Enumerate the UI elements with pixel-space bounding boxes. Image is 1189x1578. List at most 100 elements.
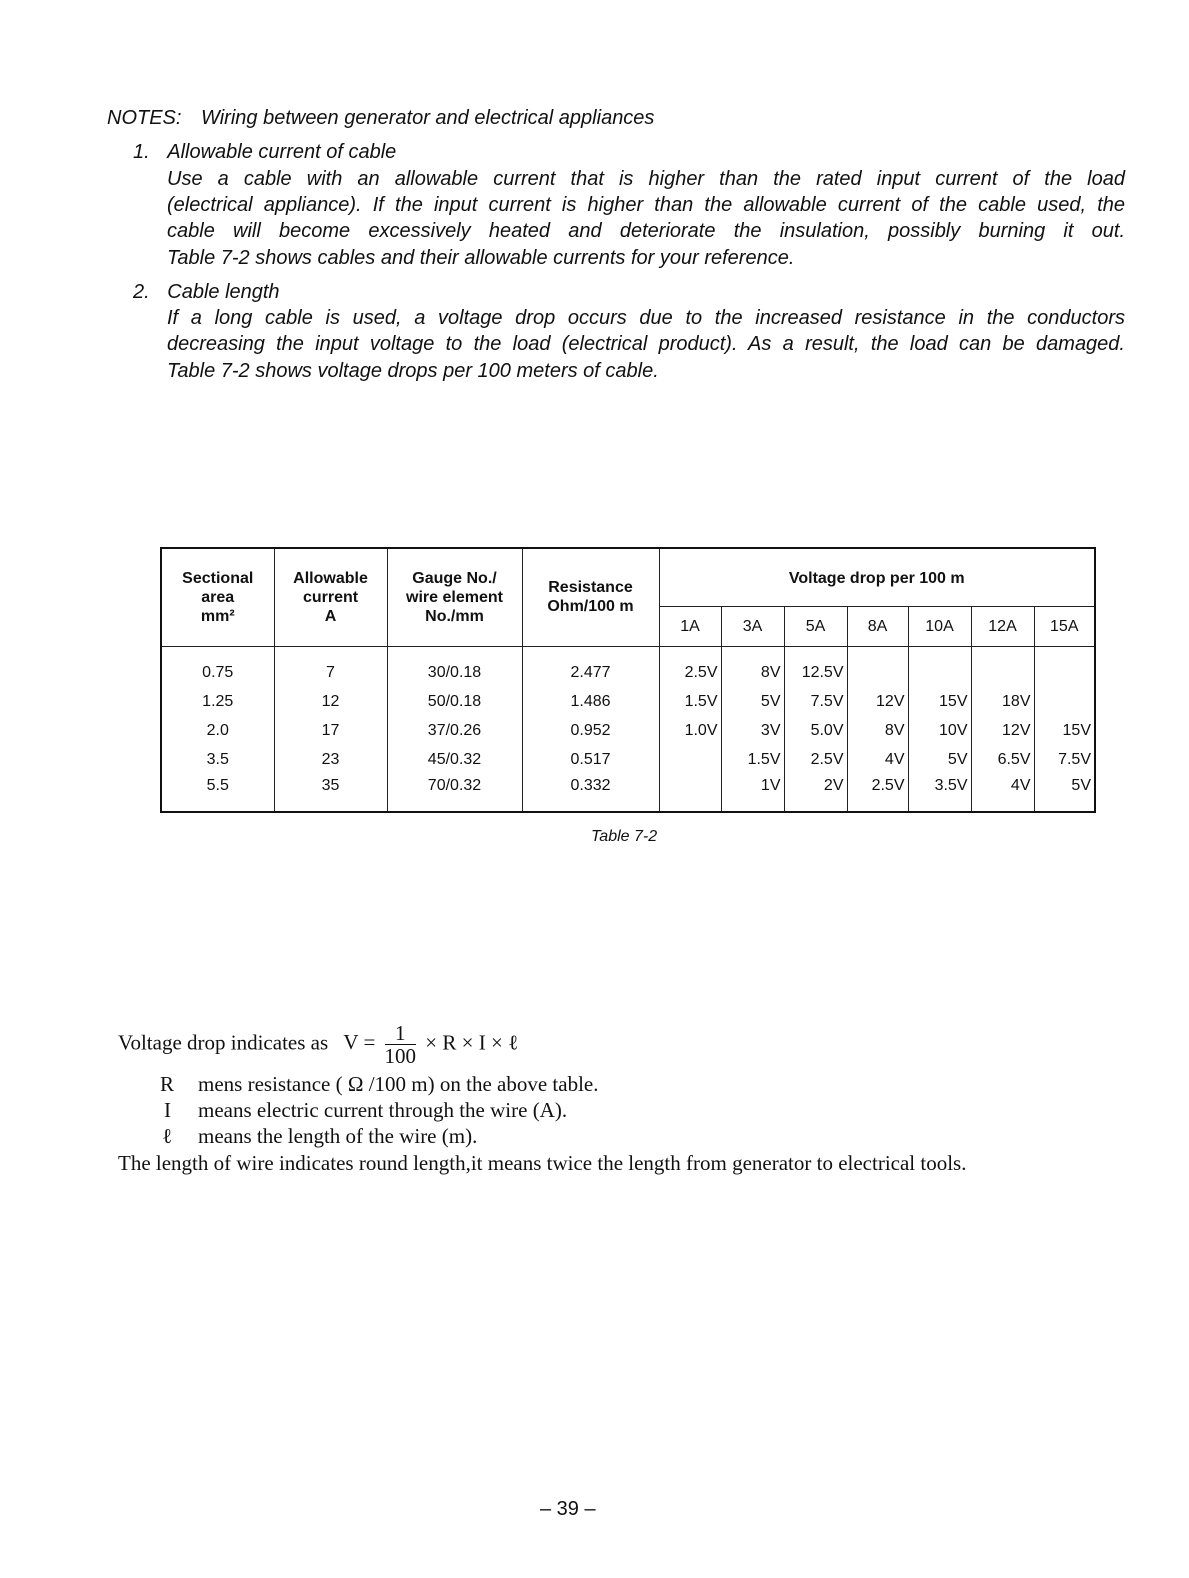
table-row: 2.0 17 37/0.26 0.952 1.0V 3V 5.0V 8V 10V 12V 15V [160,716,1095,746]
header-allowable-current: Allowable current A [273,548,387,646]
formula-lhs: V = [343,1030,376,1055]
voltage-drop-cell: 12V [970,716,1034,746]
voltage-drop-cell: 4V [970,774,1034,812]
numerator: 1 [384,1022,417,1045]
note-line: If a long cable is used, a voltage drop … [167,307,1125,329]
header-line: current [302,588,359,606]
cable-table: Sectional area mm² Allowable current A G… [160,547,1096,813]
sectional-area-cell: 5.5 [160,774,274,812]
header-current-1A: 1A [658,605,721,646]
table-row: 0.75 7 30/0.18 2.477 2.5V 8V 12.5V [160,646,1095,688]
gauge-cell: 50/0.18 [386,687,522,717]
note-1-heading: 1. Allowable current of cable [133,139,396,165]
table-caption: Table 7-2 [591,828,658,845]
note-line: Table 7-2 shows cables and their allowab… [167,247,795,269]
table-row: 5.5 35 70/0.32 0.332 1V 2V 2.5V 3.5V 4V 5V [160,774,1095,812]
allowable-current-cell: 17 [273,716,387,746]
fraction: 1 100 [384,1022,417,1068]
notes-label: NOTES: [107,107,182,129]
notes-heading: NOTES: Wiring between generator and elec… [107,105,654,131]
gauge-cell: 45/0.32 [386,745,522,775]
voltage-drop-cell: 4V [846,745,908,775]
note-title: Allowable current of cable [167,141,397,163]
voltage-drop-cell: 3.5V [907,774,971,812]
resistance-cell: 0.517 [521,745,659,775]
header-voltage-drop: Voltage drop per 100 m [658,548,1095,606]
header-gauge: Gauge No./ wire element No./mm [386,548,522,646]
header-current-15A: 15A [1033,605,1095,646]
voltage-drop-cell [907,646,971,688]
note-line: Table 7-2 shows voltage drops per 100 me… [167,360,659,382]
header-line: Resistance [548,579,633,597]
voltage-drop-cell: 2.5V [846,774,908,812]
resistance-cell: 1.486 [521,687,659,717]
header-line: area [201,588,235,606]
header-line: Allowable [293,569,368,587]
header-line: A [324,607,337,625]
formula-note: The length of wire indicates round lengt… [118,1151,967,1175]
header-line: Sectional [182,569,254,587]
header-current-3A: 3A [720,605,784,646]
header-current-5A: 5A [783,605,847,646]
note-line: (electrical appliance). If the input cur… [167,194,1125,216]
voltage-drop-cell [1033,687,1095,717]
symbol: ℓ [162,1124,173,1148]
table-row: 1.25 12 50/0.18 1.486 1.5V 5V 7.5V 12V 15V 18V [160,687,1095,717]
sectional-area-cell: 0.75 [160,646,274,688]
sectional-area-cell: 2.0 [160,716,274,746]
voltage-drop-cell: 1.5V [658,687,721,717]
voltage-drop-cell: 2V [783,774,847,812]
page-number: – 39 – [540,1498,596,1520]
voltage-drop-cell: 5V [720,687,784,717]
voltage-drop-cell [1033,646,1095,688]
note-number: 1. [133,141,150,163]
symbol: R [160,1072,175,1096]
definition: mens resistance ( Ω /100 m) on the above… [198,1072,599,1096]
table-body: 0.75 7 30/0.18 2.477 2.5V 8V 12.5V 1.25 12 50/0.1… [160,646,1095,812]
voltage-drop-cell [658,774,721,812]
voltage-drop-cell [970,646,1034,688]
formula-intro: Voltage drop indicates as [118,1030,329,1055]
gauge-cell: 37/0.26 [386,716,522,746]
voltage-drop-cell [658,745,721,775]
voltage-drop-cell: 2.5V [783,745,847,775]
gauge-cell: 30/0.18 [386,646,522,688]
symbol: I [164,1098,171,1122]
voltage-drop-cell: 3V [720,716,784,746]
header-line: No./mm [425,607,484,625]
current-header-row: 1A 3A 5A 8A 10A 12A 15A [161,605,1095,646]
header-current-10A: 10A [907,605,971,646]
voltage-drop-cell: 8V [720,646,784,688]
note-line: cable will become excessively heated and… [167,220,1125,242]
note-number: 2. [133,281,150,303]
header-line: mm² [200,607,235,625]
note-title: Cable length [167,281,280,303]
sectional-area-cell: 1.25 [160,687,274,717]
note-2-heading: 2. Cable length [133,279,280,305]
voltage-drop-cell: 5V [1033,774,1095,812]
resistance-cell: 0.952 [521,716,659,746]
definition: means the length of the wire (m). [198,1124,478,1148]
voltage-drop-cell: 1.5V [720,745,784,775]
formula: Voltage drop indicates as V = 1 100 × R … [118,1022,518,1067]
gauge-cell: 70/0.32 [386,774,522,812]
formula-rhs: × R × I × ℓ [425,1030,519,1055]
voltage-drop-cell: 12V [846,687,908,717]
header-current-12A: 12A [970,605,1034,646]
header-line: Ohm/100 m [547,598,634,616]
voltage-drop-cell: 2.5V [658,646,721,688]
voltage-drop-cell: 15V [1033,716,1095,746]
resistance-cell: 0.332 [521,774,659,812]
note-line: decreasing the input voltage to the load… [167,333,1125,355]
notes-title: Wiring between generator and electrical … [201,107,655,129]
voltage-drop-cell: 5.0V [783,716,847,746]
voltage-drop-cell [846,646,908,688]
denominator: 100 [384,1044,417,1068]
sectional-area-cell: 3.5 [160,745,274,775]
header-current-8A: 8A [846,605,908,646]
voltage-drop-cell: 6.5V [970,745,1034,775]
def-l: ℓ means the length of the wire (m). [162,1123,477,1149]
header-line: Gauge No./ [412,569,497,587]
